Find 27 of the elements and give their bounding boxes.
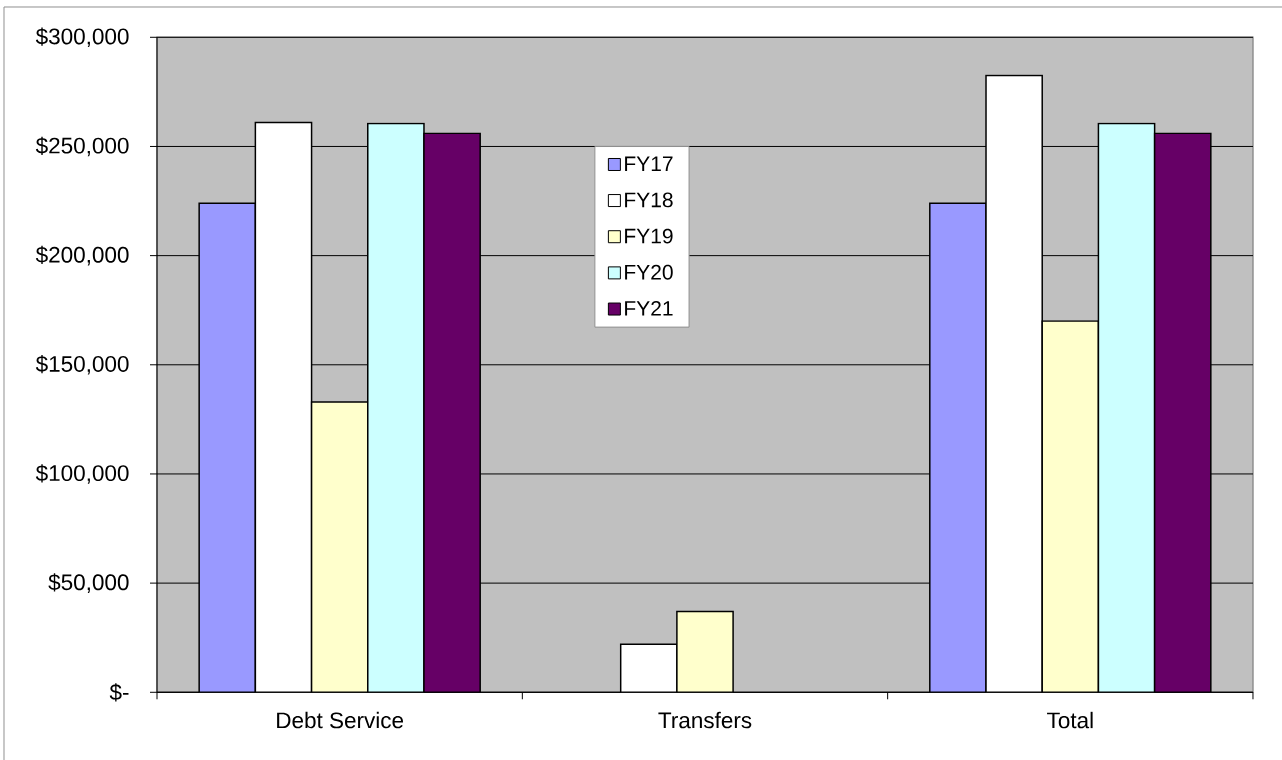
x-tick-label: Total — [1047, 711, 1093, 729]
bar — [1041, 320, 1100, 693]
legend-label: FY20 — [625, 264, 673, 280]
bar — [929, 202, 987, 693]
bar — [985, 74, 1043, 693]
y-tick-label: $150,000 — [35, 355, 129, 375]
x-tick-label: Transfers — [658, 711, 752, 729]
legend-label: FY18 — [625, 192, 673, 208]
bar — [310, 401, 369, 693]
bar — [1153, 132, 1212, 693]
bar — [619, 643, 678, 693]
y-tick-label: $100,000 — [35, 464, 129, 484]
y-tick-label: $300,000 — [35, 27, 129, 48]
bar — [1097, 122, 1156, 693]
bar — [423, 132, 481, 693]
y-tick-label: $- — [109, 683, 129, 702]
y-tick-label: $50,000 — [48, 573, 129, 593]
bar — [254, 121, 313, 693]
bar — [198, 202, 257, 693]
legend-label: FY19 — [625, 228, 673, 244]
bar — [367, 122, 425, 693]
bar — [676, 610, 734, 693]
y-tick-label: $200,000 — [35, 245, 129, 266]
x-tick-label: Debt Service — [277, 711, 404, 729]
legend-label: FY17 — [625, 156, 673, 171]
legend-label: FY21 — [625, 300, 673, 316]
y-tick-label: $250,000 — [35, 136, 129, 157]
